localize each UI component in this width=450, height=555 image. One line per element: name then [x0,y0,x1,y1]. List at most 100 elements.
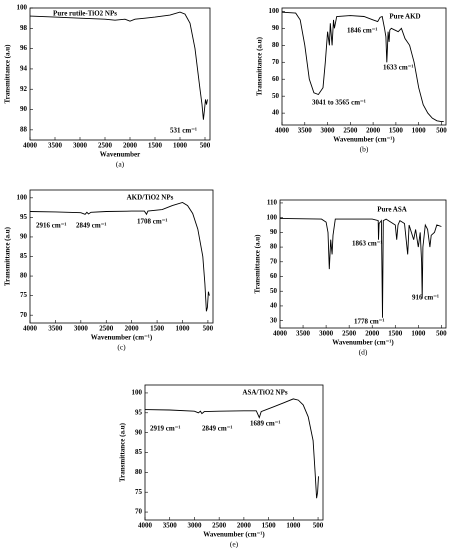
y-tick-label: 50 [270,287,278,295]
chart-title: AKD/TiO2 NPs [127,194,174,202]
x-tick-label: 3500 [163,522,178,530]
x-tick-label: 3000 [187,522,202,530]
y-tick-label: 80 [20,272,28,280]
y-axis-label: Transmittance (a.u) [119,422,127,482]
caption: (e) [230,540,239,549]
y-axis-label: Transmittance (a.u) [254,234,262,294]
annotation: 1633 cm⁻¹ [383,64,413,72]
plot-frame [144,384,324,521]
y-tick-label: 100 [17,193,28,201]
y-tick-label: 70 [135,508,143,516]
x-tick-label: 1500 [262,522,277,530]
y-tick-label: 85 [135,448,143,456]
x-axis-label: Wavenumber (cm⁻¹) [203,531,265,539]
y-tick-label: 40 [270,302,278,310]
y-tick-label: 95 [135,408,143,416]
x-tick-label: 1500 [389,127,404,135]
annotation: 1846 cm⁻¹ [347,27,377,35]
y-tick-label: 40 [272,109,280,117]
y-tick-label: 100 [132,389,143,397]
y-tick-label: 95 [20,213,28,221]
x-tick-label: 1500 [150,325,165,333]
y-tick-label: 100 [267,213,278,221]
plot-frame [279,199,447,329]
y-tick-label: 100 [17,4,28,12]
x-tick-label: 3500 [48,142,63,150]
annotation: 916 cm⁻¹ [412,294,439,302]
x-tick-label: 500 [200,142,211,150]
y-tick-label: 90 [270,228,278,236]
x-tick-label: 4000 [138,522,153,530]
x-tick-label: 3500 [48,325,63,333]
x-tick-label: 4000 [23,142,38,150]
annotation: 3041 to 3565 cm⁻¹ [312,99,366,107]
x-tick-label: 500 [203,325,214,333]
spectrum-line [279,217,442,318]
x-tick-label: 2000 [365,330,380,338]
caption: (d) [359,348,368,357]
y-axis-label: Transmittance (a.u) [4,226,12,286]
x-tick-label: 2000 [125,325,140,333]
x-tick-label: 2500 [99,325,114,333]
chart-title: Pure AKD [389,13,420,21]
annotation: 1863 cm⁻¹ [352,240,382,248]
x-tick-label: 3000 [74,325,89,333]
y-tick-label: 60 [272,75,280,83]
spectrum-line [144,398,319,499]
chart-title: Pure ASA [377,206,407,214]
x-tick-label: 2000 [123,142,138,150]
caption: (a) [116,160,125,169]
y-tick-label: 75 [135,488,143,496]
x-tick-label: 3000 [319,330,334,338]
x-tick-label: 3000 [321,127,336,135]
y-tick-label: 90 [20,105,28,113]
x-tick-label: 2000 [237,522,252,530]
x-tick-label: 1000 [411,330,426,338]
annotation: 2919 cm⁻¹ [150,425,180,433]
x-tick-label: 1000 [176,325,191,333]
y-tick-label: 80 [135,468,143,476]
x-tick-label: 4000 [275,127,290,135]
x-tick-label: 1000 [286,522,301,530]
x-tick-label: 4000 [273,330,288,338]
y-tick-label: 70 [270,257,278,265]
x-tick-label: 500 [313,522,324,530]
x-tick-label: 3500 [298,127,313,135]
x-tick-label: 3500 [296,330,311,338]
chart-title: Pure rutile-TiO2 NPs [53,10,117,18]
spectrum-line [29,11,208,120]
y-axis-label: Transmittance (a.u) [256,36,264,96]
x-tick-label: 1500 [148,142,163,150]
spectrum-line [281,11,444,123]
y-tick-label: 94 [20,65,28,73]
x-tick-label: 2000 [366,127,381,135]
y-axis-label: Transmittance (a.u) [4,44,12,104]
y-tick-label: 96 [20,44,28,52]
y-tick-label: 75 [20,291,28,299]
y-tick-label: 70 [20,311,28,319]
annotation: 1708 cm⁻¹ [137,218,167,226]
annotation: 2849 cm⁻¹ [202,425,232,433]
y-tick-label: 92 [20,85,28,93]
y-tick-label: 70 [272,58,280,66]
x-axis-label: Wavenumber [100,151,140,159]
annotation: 1689 cm⁻¹ [250,420,280,428]
y-tick-label: 110 [267,199,278,207]
y-tick-label: 85 [20,252,28,260]
x-tick-label: 500 [436,330,447,338]
x-tick-label: 1000 [173,142,188,150]
x-tick-label: 2500 [98,142,113,150]
y-tick-label: 80 [272,41,280,49]
y-tick-label: 98 [20,24,28,32]
x-axis-label: Wavenumber (cm⁻¹) [91,334,153,342]
plot-frame [29,189,214,324]
caption: (c) [117,343,126,352]
annotation: 531 cm⁻¹ [170,127,197,135]
caption: (b) [360,145,369,154]
y-tick-label: 88 [20,125,28,133]
y-tick-label: 100 [269,7,280,15]
y-tick-label: 80 [270,243,278,251]
x-tick-label: 2500 [212,522,227,530]
x-tick-label: 2500 [342,330,357,338]
plot-frame [281,7,447,126]
